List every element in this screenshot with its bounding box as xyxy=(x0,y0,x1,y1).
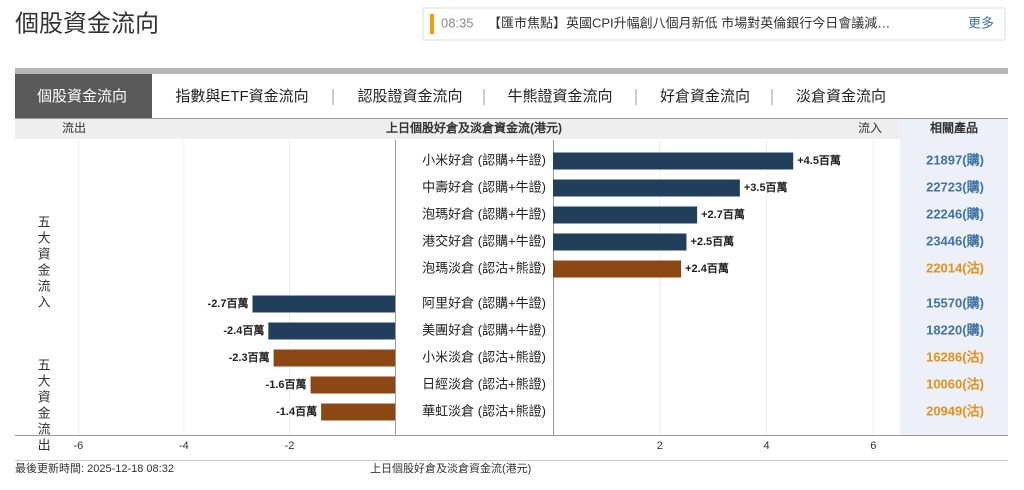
tab[interactable]: 認股證資金流向 xyxy=(357,88,462,105)
products-header: 相關產品 xyxy=(930,120,978,135)
category-label: 美團好倉 (認購+牛證) xyxy=(422,322,546,337)
news-time: 08:35 xyxy=(441,15,474,30)
value-label: +3.5百萬 xyxy=(744,180,788,194)
product-link[interactable]: 22246(購) xyxy=(926,206,984,221)
news-box xyxy=(422,7,1006,41)
last-updated: 最後更新時間: 2025-12-18 08:32 xyxy=(15,461,174,475)
product-link[interactable]: 23446(購) xyxy=(926,233,984,248)
bar xyxy=(553,206,698,224)
value-label: -1.6百萬 xyxy=(266,377,307,391)
x-tick-label: -6 xyxy=(73,440,83,452)
category-label: 小米好倉 (認購+牛證) xyxy=(422,152,546,167)
tab[interactable]: 個股資金流向 xyxy=(37,88,127,105)
category-label: 泡瑪淡倉 (認沽+熊證) xyxy=(422,260,546,275)
category-label: 港交好倉 (認購+牛證) xyxy=(422,233,546,248)
tab[interactable]: 指數與ETF資金流向 xyxy=(175,88,308,105)
category-label: 泡瑪好倉 (認購+牛證) xyxy=(422,206,546,221)
category-label: 中壽好倉 (認購+牛證) xyxy=(422,179,546,194)
bar xyxy=(321,403,395,421)
value-label: -2.4百萬 xyxy=(223,323,264,337)
category-label: 小米淡倉 (認沽+熊證) xyxy=(422,349,546,364)
value-label: +2.7百萬 xyxy=(701,207,745,221)
outflow-label: 流出 xyxy=(62,121,86,135)
footer-caption: 上日個股好倉及淡倉資金流(港元) xyxy=(370,461,531,475)
value-label: +2.4百萬 xyxy=(685,261,729,275)
x-tick-label: -4 xyxy=(179,440,189,452)
bar xyxy=(252,295,395,313)
inflow-label: 流入 xyxy=(858,121,882,135)
active-tab-bg xyxy=(15,74,152,118)
product-link[interactable]: 22014(沽) xyxy=(926,260,984,275)
news-marker xyxy=(430,14,434,34)
product-link[interactable]: 22723(購) xyxy=(926,179,984,194)
group-label: 五大資金流入 xyxy=(36,215,51,311)
more-link[interactable]: 更多 xyxy=(968,15,994,30)
value-label: +4.5百萬 xyxy=(797,153,841,167)
product-link[interactable]: 10060(沽) xyxy=(926,376,984,391)
bar xyxy=(553,152,794,170)
product-link[interactable]: 18220(購) xyxy=(926,322,984,337)
value-label: -2.3百萬 xyxy=(229,350,270,364)
x-tick-label: -2 xyxy=(285,440,295,452)
tab[interactable]: 好倉資金流向 xyxy=(660,88,750,105)
tab-top-bar xyxy=(15,68,1008,74)
value-label: +2.5百萬 xyxy=(690,234,734,248)
x-tick-label: 2 xyxy=(657,440,663,452)
bar xyxy=(553,233,687,251)
bar xyxy=(310,376,395,394)
category-label: 日經淡倉 (認沽+熊證) xyxy=(422,376,546,391)
category-label: 阿里好倉 (認購+牛證) xyxy=(422,295,546,310)
product-link[interactable]: 21897(購) xyxy=(926,152,984,167)
bar xyxy=(553,260,682,278)
tab[interactable]: 淡倉資金流向 xyxy=(796,88,886,105)
x-tick-label: 6 xyxy=(870,440,876,452)
bar xyxy=(268,322,395,340)
product-link[interactable]: 15570(購) xyxy=(926,295,984,310)
chart-title: 上日個股好倉及淡倉資金流(港元) xyxy=(386,120,562,135)
product-link[interactable]: 20949(沽) xyxy=(926,403,984,418)
product-link[interactable]: 16286(沽) xyxy=(926,349,984,364)
bar xyxy=(553,179,740,197)
x-tick-label: 4 xyxy=(763,440,769,452)
value-label: -2.7百萬 xyxy=(208,296,249,310)
products-column-bg xyxy=(900,119,1008,435)
tab[interactable]: 牛熊證資金流向 xyxy=(507,88,612,105)
bar xyxy=(273,349,395,367)
page-title: 個股資金流向 xyxy=(15,10,159,37)
table-header-bg xyxy=(15,119,1008,139)
group-label: 五大資金流出 xyxy=(36,358,51,454)
news-text[interactable]: 【匯市焦點】英國CPI升幅創八個月新低 市場對英倫銀行今日會議減… xyxy=(488,15,890,30)
value-label: -1.4百萬 xyxy=(276,404,317,418)
category-label: 華虹淡倉 (認沽+熊證) xyxy=(422,403,546,418)
